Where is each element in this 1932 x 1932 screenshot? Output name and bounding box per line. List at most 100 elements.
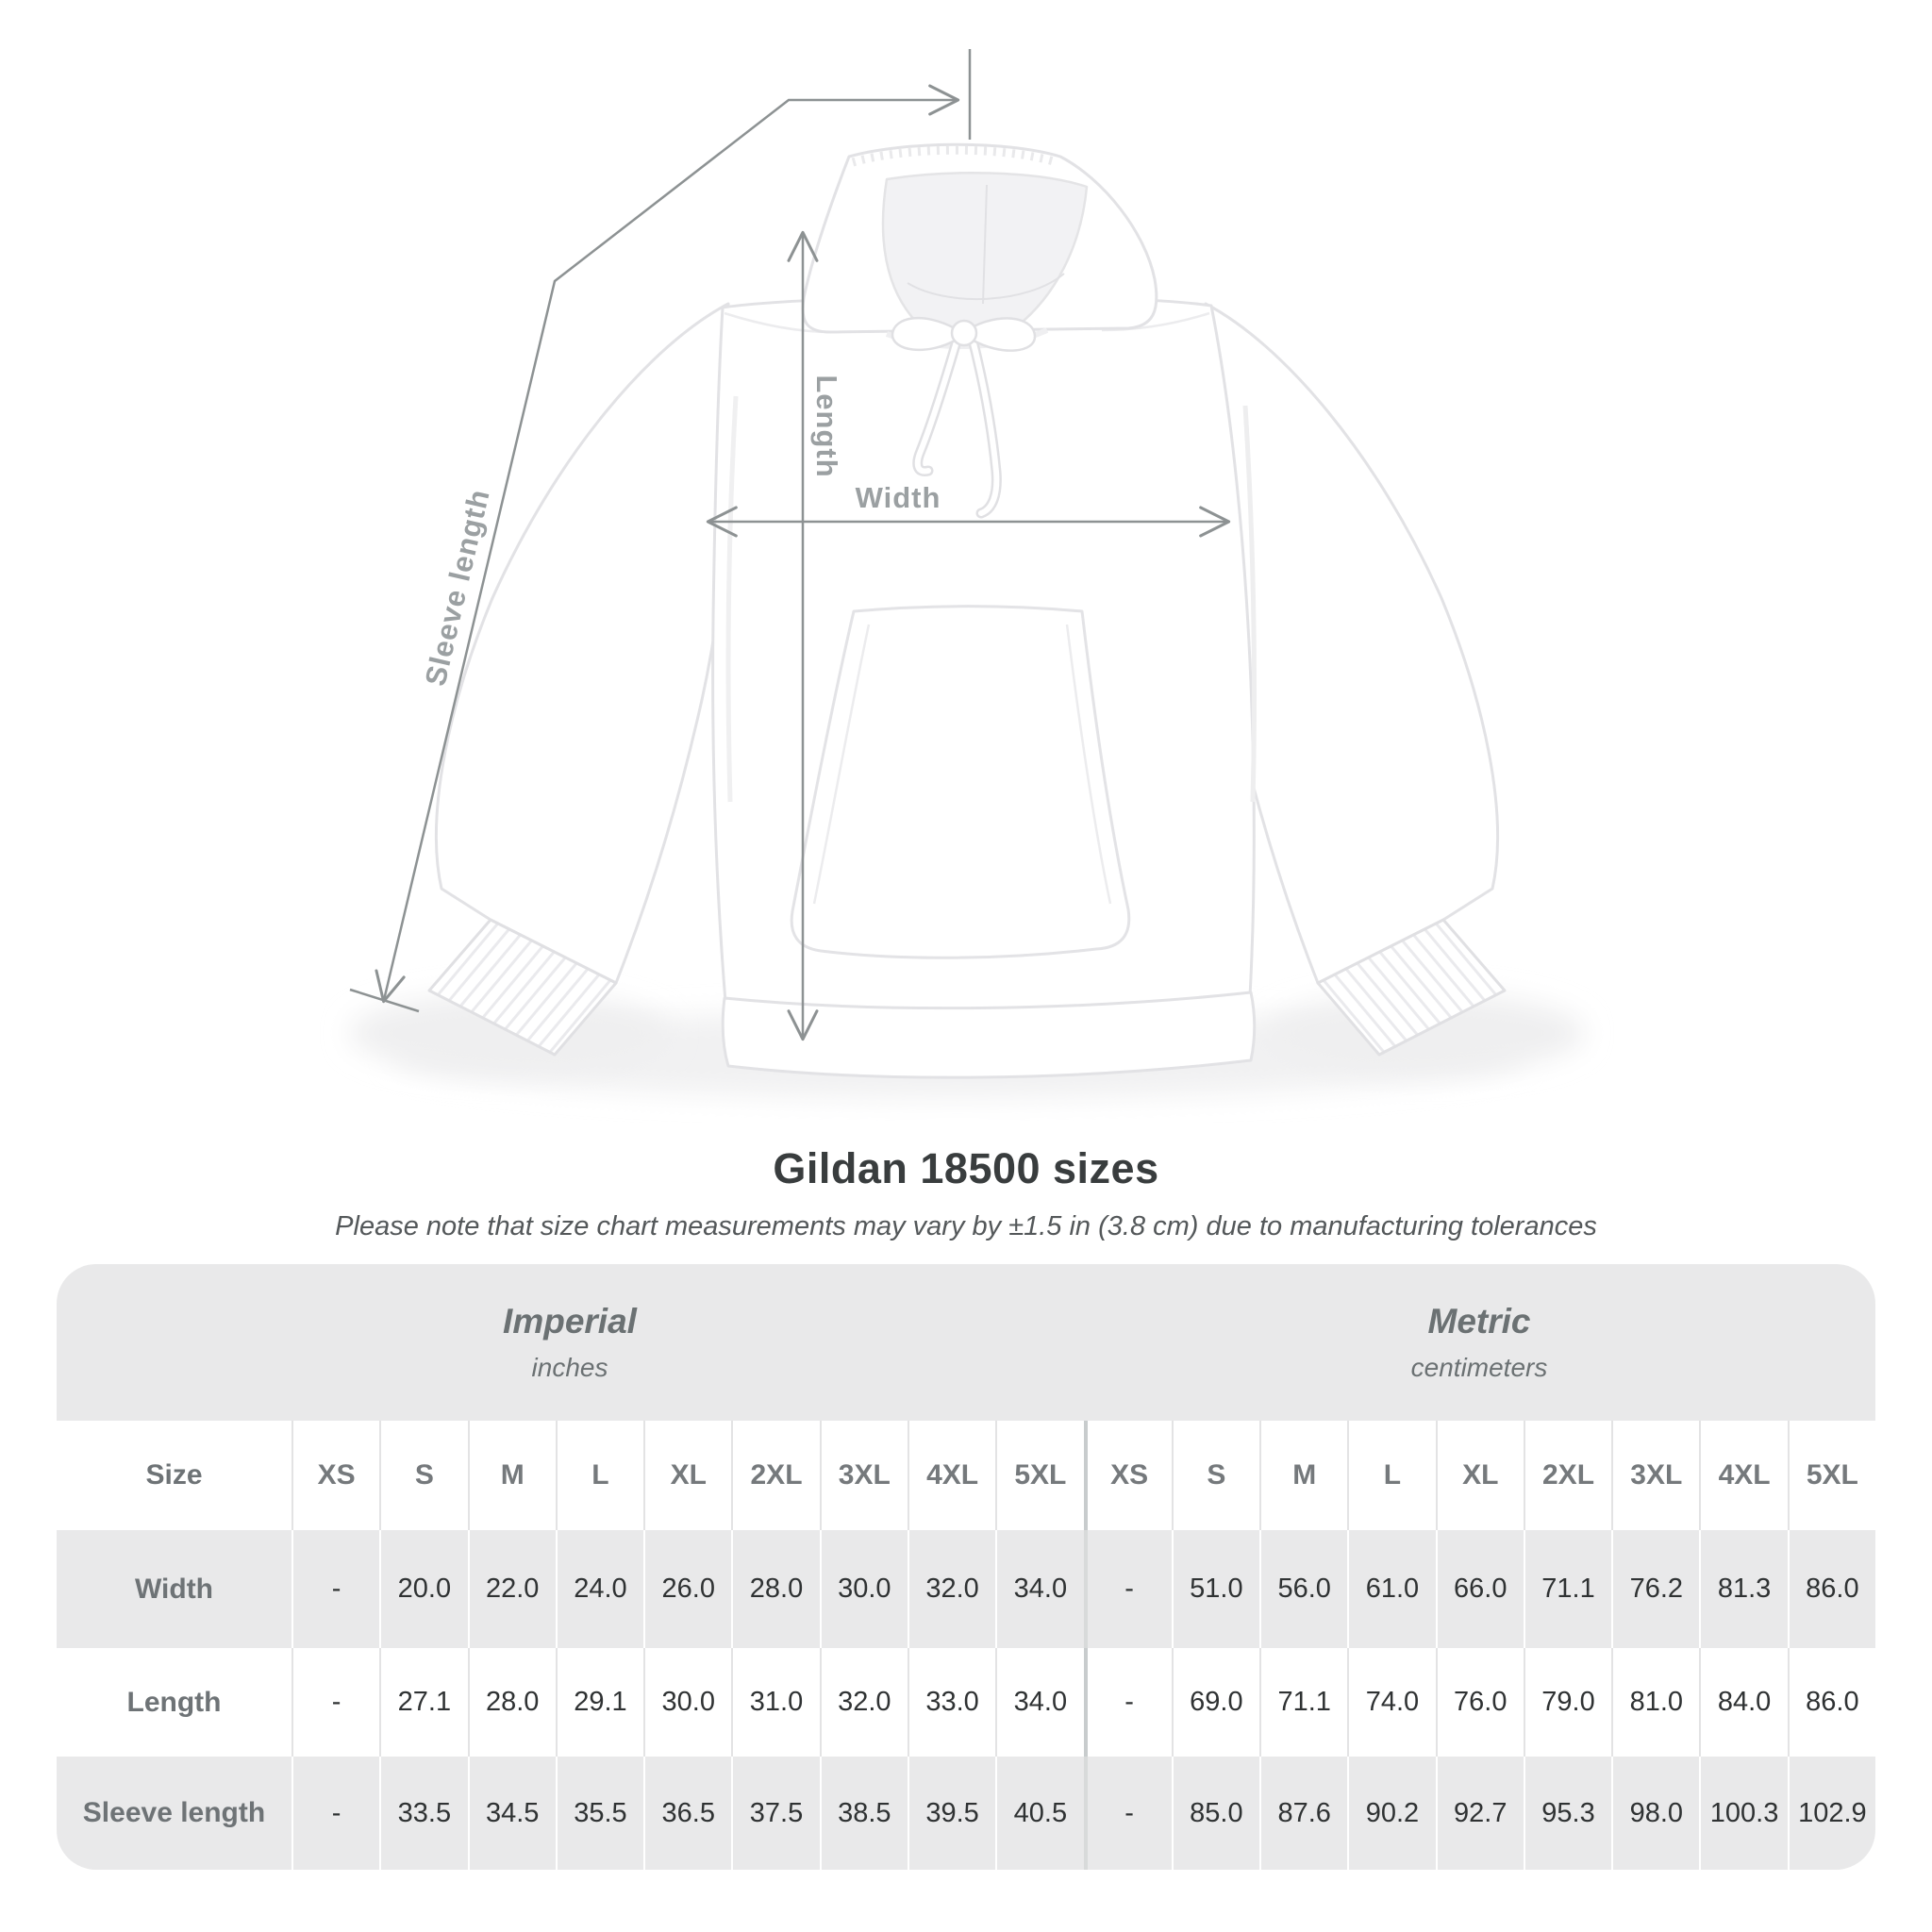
table-cell: 79.0 (1523, 1648, 1611, 1757)
table-cell: 36.5 (643, 1757, 731, 1870)
sleeve-length-arrow (375, 84, 960, 1004)
sleeve-end-tick (349, 988, 420, 1013)
table-cell: 95.3 (1523, 1757, 1611, 1870)
size-table: Imperial inches Metric centimeters Size … (57, 1264, 1875, 1870)
imperial-group-header: Imperial inches (57, 1264, 1083, 1421)
table-cell: 34.0 (995, 1530, 1083, 1648)
col-header: 2XL (1523, 1421, 1611, 1530)
table-cell: 20.0 (379, 1530, 467, 1648)
table-cell: 39.5 (907, 1757, 995, 1870)
col-header: 3XL (1611, 1421, 1699, 1530)
page-title: Gildan 18500 sizes (773, 1144, 1159, 1192)
table-cell: - (291, 1648, 379, 1757)
table-cell: 34.5 (467, 1757, 556, 1870)
table-cell: 92.7 (1435, 1757, 1524, 1870)
table-cell: 27.1 (379, 1648, 467, 1757)
table-cell: 102.9 (1787, 1757, 1875, 1870)
col-header: 3XL (819, 1421, 908, 1530)
col-header: 4XL (907, 1421, 995, 1530)
table-cell: 87.6 (1259, 1757, 1347, 1870)
table-cell: 86.0 (1787, 1530, 1875, 1648)
table-cell: 33.5 (379, 1757, 467, 1870)
imperial-label: Imperial (503, 1302, 637, 1341)
table-cell: 28.0 (731, 1530, 819, 1648)
metric-label: Metric (1427, 1302, 1531, 1341)
col-header: L (1347, 1421, 1435, 1530)
imperial-unit: inches (531, 1353, 608, 1382)
table-cell: 28.0 (467, 1648, 556, 1757)
size-corner-header: Size (145, 1459, 203, 1491)
table-cell: 56.0 (1259, 1530, 1347, 1648)
col-header: 5XL (1787, 1421, 1875, 1530)
length-label: Length (810, 375, 843, 477)
metric-group-header: Metric centimeters (1083, 1264, 1875, 1421)
table-cell: 31.0 (731, 1648, 819, 1757)
hoodie-pocket (790, 605, 1131, 959)
table-cell: 38.5 (819, 1757, 908, 1870)
table-cell: 35.5 (555, 1757, 643, 1870)
metric-unit: centimeters (1410, 1353, 1548, 1382)
table-cell: 29.1 (555, 1648, 643, 1757)
unit-band: Imperial inches Metric centimeters (57, 1264, 1875, 1421)
col-header: S (379, 1421, 467, 1530)
row-label: Width (134, 1573, 214, 1605)
table-cell: 34.0 (995, 1648, 1083, 1757)
table-cell: 98.0 (1611, 1757, 1699, 1870)
row-label: Length (126, 1686, 222, 1718)
table-cell: 85.0 (1171, 1757, 1259, 1870)
col-header: XL (1435, 1421, 1524, 1530)
table-row-width: Width - 20.0 22.0 24.0 26.0 28.0 30.0 32… (57, 1530, 1875, 1648)
col-header: XL (643, 1421, 731, 1530)
col-header: M (1259, 1421, 1347, 1530)
table-cell: 81.3 (1699, 1530, 1787, 1648)
table-cell: 32.0 (907, 1530, 995, 1648)
table-cell: 22.0 (467, 1530, 556, 1648)
col-header: S (1171, 1421, 1259, 1530)
table-cell: 30.0 (643, 1648, 731, 1757)
col-header: 4XL (1699, 1421, 1787, 1530)
table-cell: 76.0 (1435, 1648, 1524, 1757)
table-cell: 26.0 (643, 1530, 731, 1648)
table-cell: 71.1 (1523, 1530, 1611, 1648)
col-header: 2XL (731, 1421, 819, 1530)
col-header: XS (1083, 1421, 1172, 1530)
hoodie-measurement-diagram: Width Length Sleeve length (349, 49, 1585, 1098)
table-cell: 30.0 (819, 1530, 908, 1648)
table-row-sleeve-length: Sleeve length - 33.5 34.5 35.5 36.5 37.5… (57, 1757, 1875, 1870)
hoodie-left-sleeve (427, 302, 730, 1057)
measurement-annotations (349, 49, 1231, 1041)
table-cell: 51.0 (1171, 1530, 1259, 1648)
table-cell: 76.2 (1611, 1530, 1699, 1648)
width-label: Width (856, 481, 941, 514)
tolerance-note: Please note that size chart measurements… (335, 1211, 1597, 1241)
table-cell: - (1083, 1648, 1172, 1757)
table-cell: - (291, 1757, 379, 1870)
table-cell: 40.5 (995, 1757, 1083, 1870)
table-header-row: Size XS S M L XL 2XL 3XL 4XL 5XL XS S M … (57, 1421, 1875, 1530)
table-row-length: Length - 27.1 28.0 29.1 30.0 31.0 32.0 3… (57, 1648, 1875, 1757)
table-cell: 86.0 (1787, 1648, 1875, 1757)
col-header: XS (291, 1421, 379, 1530)
table-cell: 69.0 (1171, 1648, 1259, 1757)
table-cell: 81.0 (1611, 1648, 1699, 1757)
table-cell: 32.0 (819, 1648, 908, 1757)
table-cell: - (291, 1530, 379, 1648)
table-cell: - (1083, 1757, 1172, 1870)
hoodie-waistband (721, 991, 1257, 1079)
table-cell: 66.0 (1435, 1530, 1524, 1648)
col-header: L (555, 1421, 643, 1530)
table-cell: 24.0 (555, 1530, 643, 1648)
table-cell: - (1083, 1530, 1172, 1648)
table-cell: 84.0 (1699, 1648, 1787, 1757)
table-cell: 37.5 (731, 1757, 819, 1870)
table-cell: 100.3 (1699, 1757, 1787, 1870)
table-cell: 61.0 (1347, 1530, 1435, 1648)
hoodie-hood (801, 142, 1158, 349)
col-header: M (467, 1421, 556, 1530)
col-header: 5XL (995, 1421, 1083, 1530)
table-cell: 74.0 (1347, 1648, 1435, 1757)
table-cell: 71.1 (1259, 1648, 1347, 1757)
row-label: Sleeve length (82, 1797, 266, 1828)
table-cell: 33.0 (907, 1648, 995, 1757)
table-cell: 90.2 (1347, 1757, 1435, 1870)
